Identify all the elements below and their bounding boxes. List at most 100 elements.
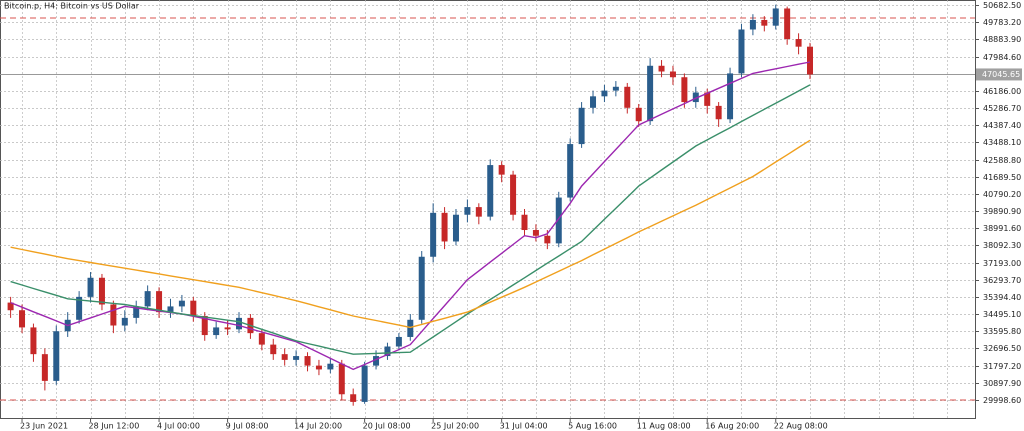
y-tick-label: 45286.70 bbox=[983, 104, 1021, 113]
candle-body bbox=[133, 306, 140, 318]
y-tick-label: 50682.50 bbox=[983, 1, 1021, 10]
candle-body bbox=[236, 317, 242, 330]
candle-body bbox=[7, 302, 14, 311]
candle-body bbox=[121, 317, 128, 326]
y-tick-label: 35394.40 bbox=[983, 293, 1021, 302]
y-tick-label: 33595.80 bbox=[983, 327, 1021, 336]
y-tick-label: 48883.90 bbox=[983, 35, 1021, 44]
x-tick-label: 11 Aug 08:00 bbox=[637, 422, 691, 431]
candle-body bbox=[567, 144, 574, 198]
candle-body bbox=[167, 306, 174, 313]
candle-body bbox=[647, 65, 654, 122]
candle-body bbox=[727, 73, 734, 120]
candle-body bbox=[612, 86, 619, 91]
x-tick-label: 23 Jun 2021 bbox=[20, 422, 68, 431]
candle-body bbox=[98, 277, 105, 305]
candle-body bbox=[624, 86, 631, 108]
candle-body bbox=[213, 327, 220, 336]
candle-body bbox=[441, 212, 448, 242]
candle-body bbox=[532, 230, 539, 236]
candle-body bbox=[30, 327, 37, 355]
x-tick-label: 5 Aug 16:00 bbox=[568, 422, 617, 431]
candle-body bbox=[144, 291, 151, 307]
y-tick-label: 30897.90 bbox=[983, 379, 1021, 388]
moving-average-line bbox=[10, 84, 811, 355]
candle-body bbox=[281, 354, 288, 360]
candle-body bbox=[704, 92, 711, 106]
chart-title: Bitcoin.p, H4: Bitcoin vs US Dollar bbox=[4, 2, 140, 11]
candle-body bbox=[270, 344, 277, 355]
candle-body bbox=[395, 336, 402, 347]
candle-body bbox=[544, 235, 551, 244]
candle-body bbox=[464, 207, 471, 215]
y-tick-label: 40790.20 bbox=[983, 190, 1021, 199]
x-tick-label: 22 Aug 08:00 bbox=[774, 422, 828, 431]
candle-body bbox=[201, 315, 208, 336]
y-tick-label: 46186.00 bbox=[983, 87, 1021, 96]
moving-average-line bbox=[10, 61, 811, 371]
candle-body bbox=[76, 296, 83, 320]
candle-body bbox=[156, 291, 163, 313]
candle-body bbox=[590, 96, 597, 108]
candle-body bbox=[190, 300, 197, 316]
candle-body bbox=[555, 197, 562, 244]
candle-body bbox=[475, 207, 482, 217]
candle-body bbox=[304, 356, 311, 366]
candle-body bbox=[178, 300, 185, 307]
moving-average-line bbox=[10, 139, 811, 329]
candle-body bbox=[749, 19, 756, 30]
candle-body bbox=[407, 319, 414, 337]
y-tick-label: 44387.40 bbox=[983, 121, 1021, 130]
y-tick-label: 37193.00 bbox=[983, 259, 1021, 268]
candle-body bbox=[681, 77, 688, 103]
y-tick-label: 42588.80 bbox=[983, 156, 1021, 165]
candle-body bbox=[452, 214, 459, 242]
candle-body bbox=[738, 29, 745, 74]
y-tick-label: 31797.20 bbox=[983, 362, 1021, 371]
y-tick-label: 29998.60 bbox=[983, 396, 1021, 405]
y-tick-label: 41689.50 bbox=[983, 173, 1021, 182]
candle-body bbox=[41, 354, 48, 381]
x-tick-label: 31 Jul 04:00 bbox=[500, 422, 548, 431]
x-tick-label: 25 Jul 20:00 bbox=[431, 422, 479, 431]
candle-body bbox=[784, 8, 791, 40]
candle-body bbox=[692, 92, 699, 103]
candle-body bbox=[521, 214, 528, 231]
candle-body bbox=[87, 277, 94, 297]
y-tick-label: 38991.60 bbox=[983, 224, 1021, 233]
candle-body bbox=[669, 71, 676, 78]
candle-body bbox=[807, 46, 813, 75]
candle-body bbox=[635, 107, 642, 122]
candle-body bbox=[110, 304, 117, 326]
y-tick-label: 47984.60 bbox=[983, 53, 1021, 62]
candle-body bbox=[761, 19, 768, 26]
candle-body bbox=[338, 363, 345, 395]
candle-body bbox=[373, 356, 380, 366]
candle-body bbox=[53, 331, 60, 381]
candle-body bbox=[578, 107, 585, 145]
candle-body bbox=[327, 363, 334, 370]
x-tick-label: 14 Jul 20:00 bbox=[294, 422, 342, 431]
y-tick-label: 49783.20 bbox=[983, 18, 1021, 27]
y-tick-label: 34495.10 bbox=[983, 310, 1021, 319]
candle-body bbox=[361, 365, 368, 402]
candle-body bbox=[430, 212, 437, 257]
last-price-box bbox=[976, 68, 1022, 81]
candle-body bbox=[487, 165, 494, 217]
candle-body bbox=[601, 90, 608, 97]
x-tick-label: 20 Jul 08:00 bbox=[363, 422, 411, 431]
y-tick-label: 39890.90 bbox=[983, 207, 1021, 216]
candle-body bbox=[258, 333, 265, 345]
candle-body bbox=[795, 39, 802, 47]
candle-body bbox=[350, 394, 357, 402]
candle-body bbox=[772, 8, 779, 26]
candle-body bbox=[19, 310, 26, 328]
candle-body bbox=[293, 356, 300, 360]
y-tick-label: 43488.10 bbox=[983, 138, 1021, 147]
candle-body bbox=[658, 65, 665, 72]
candle-body bbox=[224, 327, 231, 330]
x-tick-label: 16 Aug 20:00 bbox=[705, 422, 759, 431]
candle-body bbox=[510, 174, 517, 215]
candle-body bbox=[418, 256, 425, 320]
